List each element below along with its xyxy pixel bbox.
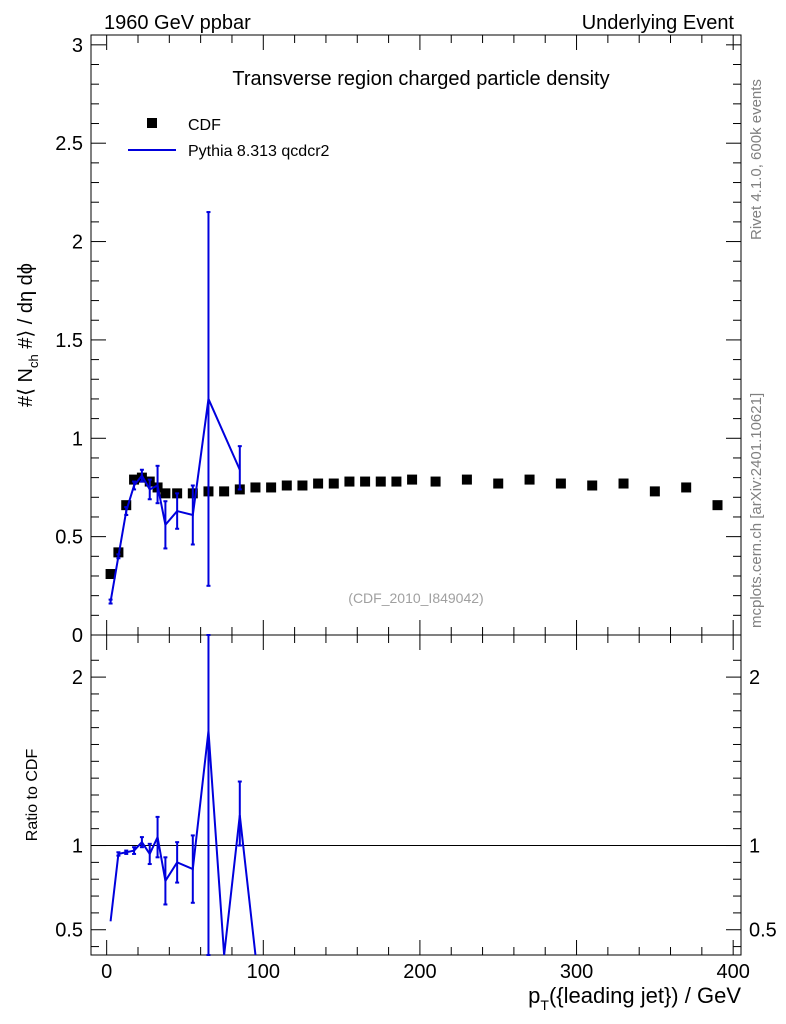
x-tick-label: 0	[101, 961, 112, 983]
cdf-data-point	[391, 476, 402, 487]
cdf-data-point	[649, 486, 660, 497]
cdf-data-point	[555, 478, 566, 489]
cdf-data-point	[328, 478, 339, 489]
mcplots-label: mcplots.cern.ch [arXiv:2401.10621]	[748, 393, 765, 628]
x-tick-label: 400	[716, 961, 749, 983]
cdf-data-point	[266, 482, 277, 493]
x-label-subscript: T	[540, 997, 549, 1013]
cdf-data-point	[360, 476, 371, 487]
cdf-data-point	[219, 486, 230, 497]
cdf-data-point	[281, 480, 292, 491]
main-y-tick-label: 2.5	[55, 133, 83, 155]
ratio-line	[109, 730, 257, 956]
cdf-data-point	[461, 474, 472, 485]
ratio-y-axis-label: Ratio to CDF	[24, 749, 41, 842]
y-label-part-1: #⟨ N	[15, 368, 37, 407]
main-y-tick-label: 1.5	[55, 330, 83, 352]
x-tick-label: 200	[403, 961, 436, 983]
ratio-y-tick-label-right: 0.5	[749, 920, 777, 942]
cdf-data-point	[344, 476, 355, 487]
cdf-data-point	[712, 500, 723, 511]
cdf-data-point	[430, 476, 441, 487]
header-right-label: Underlying Event	[582, 12, 735, 34]
main-y-tick-label: 0	[72, 625, 83, 647]
main-axes: 0 0.5 1 1.5 2 2.5 3	[55, 35, 741, 647]
cdf-data-point	[375, 476, 386, 487]
cdf-data-point	[407, 474, 418, 485]
cdf-data-point	[250, 482, 261, 493]
ratio-y-tick-label: 0.5	[55, 920, 83, 942]
legend: CDF Pythia 8.313 qcdcr2	[128, 117, 330, 160]
main-y-tick-label: 3	[72, 35, 83, 57]
cdf-data-point	[493, 478, 504, 489]
cdf-data-point	[618, 478, 629, 489]
ratio-y-tick-label-right: 2	[749, 667, 760, 689]
cdf-data-point	[105, 569, 116, 580]
cdf-data-point	[297, 480, 308, 491]
x-axis-label: pT({leading jet}) / GeV	[528, 983, 741, 1013]
ratio-series	[109, 634, 257, 956]
main-y-tick-label: 0.5	[55, 527, 83, 549]
analysis-watermark: (CDF_2010_I849042)	[348, 590, 483, 606]
main-y-tick-label: 1	[72, 428, 83, 450]
cdf-data-point	[681, 482, 692, 493]
x-tick-label: 300	[560, 961, 593, 983]
legend-pythia-label: Pythia 8.313 qcdcr2	[188, 143, 330, 160]
pythia-line	[109, 395, 241, 602]
header-left-label: 1960 GeV ppbar	[104, 12, 251, 34]
legend-cdf-marker	[147, 118, 157, 128]
main-plot-title: Transverse region charged particle densi…	[232, 68, 609, 90]
ratio-y-tick-label-right: 1	[749, 836, 760, 858]
legend-cdf-label: CDF	[188, 117, 221, 134]
y-label-part-2: #⟩ / dη dϕ	[15, 263, 37, 354]
cdf-data-point	[160, 488, 171, 499]
ratio-y-tick-label: 2	[72, 667, 83, 689]
y-label-subscript: ch	[26, 354, 41, 368]
rivet-label: Rivet 4.1.0, 600k events	[748, 79, 765, 240]
main-y-axis-label: #⟨ Nch #⟩ / dη dϕ	[15, 263, 41, 407]
cdf-data-point	[129, 474, 140, 485]
main-series	[105, 211, 723, 605]
x-label-part-1: p	[528, 983, 540, 1008]
cdf-data-point	[524, 474, 535, 485]
x-tick-label: 100	[247, 961, 280, 983]
x-label-part-2: ({leading jet}) / GeV	[549, 983, 741, 1008]
main-y-tick-label: 2	[72, 232, 83, 254]
ratio-plot-frame	[90, 634, 742, 956]
cdf-data-point	[587, 480, 598, 491]
ratio-y-tick-label: 1	[72, 836, 83, 858]
cdf-data-point	[121, 500, 132, 511]
cdf-data-point	[313, 478, 324, 489]
